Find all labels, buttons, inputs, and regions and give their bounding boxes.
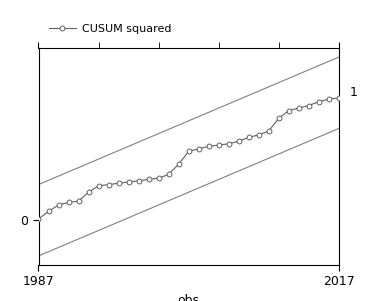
- X-axis label: obs: obs: [177, 294, 200, 301]
- Legend: CUSUM squared: CUSUM squared: [44, 19, 176, 38]
- Text: 1: 1: [350, 86, 358, 99]
